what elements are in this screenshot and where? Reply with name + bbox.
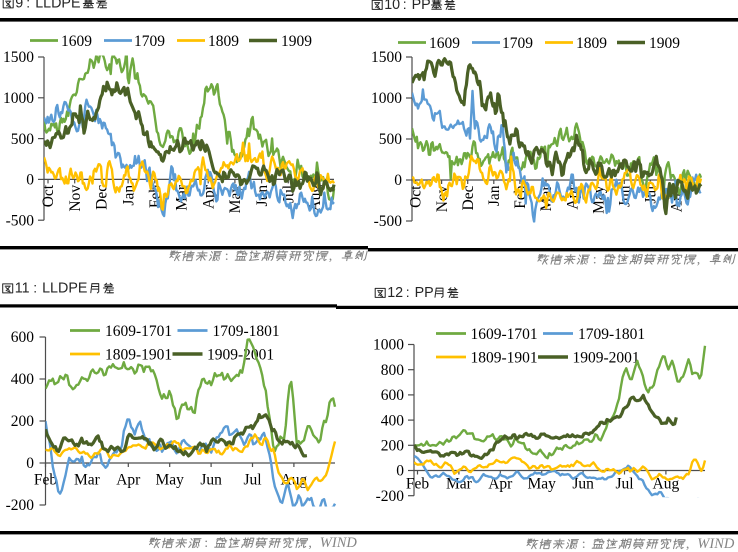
svg-text:-200: -200 bbox=[376, 488, 405, 505]
svg-text:PP: PP bbox=[412, 0, 431, 13]
svg-text:11: 11 bbox=[15, 280, 30, 296]
svg-text:500: 500 bbox=[379, 131, 403, 148]
svg-text:Oct: Oct bbox=[408, 185, 425, 208]
svg-text:10: 10 bbox=[384, 0, 400, 13]
svg-text:1709: 1709 bbox=[134, 33, 165, 50]
svg-text:-500: -500 bbox=[6, 212, 35, 229]
svg-text::: : bbox=[593, 252, 597, 268]
svg-text::: : bbox=[406, 284, 410, 300]
svg-text:WIND: WIND bbox=[697, 536, 735, 552]
svg-text:Jul: Jul bbox=[243, 472, 261, 489]
svg-text:1609: 1609 bbox=[61, 33, 92, 50]
svg-text:1500: 1500 bbox=[371, 49, 402, 66]
svg-text::: : bbox=[26, 0, 30, 10]
svg-text:WIND: WIND bbox=[320, 535, 358, 551]
svg-text:-500: -500 bbox=[374, 213, 403, 230]
svg-text:1709-1801: 1709-1801 bbox=[578, 326, 645, 343]
svg-text:1709: 1709 bbox=[502, 35, 533, 52]
svg-text:0: 0 bbox=[26, 172, 34, 189]
svg-text:,: , bbox=[686, 536, 690, 552]
svg-text:Dec: Dec bbox=[460, 185, 477, 210]
svg-text::: : bbox=[225, 248, 229, 264]
svg-text::: : bbox=[204, 535, 208, 551]
svg-text:0: 0 bbox=[26, 455, 34, 472]
svg-text:1609-1701: 1609-1701 bbox=[105, 323, 172, 340]
svg-text:0: 0 bbox=[396, 463, 404, 480]
svg-text:-200: -200 bbox=[6, 497, 35, 514]
svg-text:Jun: Jun bbox=[572, 476, 594, 493]
svg-text:LLDPE: LLDPE bbox=[35, 0, 80, 11]
svg-text:Oct: Oct bbox=[40, 184, 57, 207]
svg-text:1809: 1809 bbox=[576, 35, 607, 52]
svg-text:600: 600 bbox=[11, 329, 35, 346]
svg-text:0: 0 bbox=[394, 172, 402, 189]
svg-text:Jan: Jan bbox=[486, 185, 503, 206]
svg-text:9: 9 bbox=[15, 0, 23, 11]
svg-text:,: , bbox=[329, 248, 333, 264]
svg-text::: : bbox=[403, 0, 407, 12]
svg-text:Nov: Nov bbox=[67, 185, 84, 212]
svg-text:,: , bbox=[697, 252, 701, 268]
svg-text:800: 800 bbox=[381, 362, 405, 379]
svg-text:1000: 1000 bbox=[371, 90, 402, 107]
svg-text:Mar: Mar bbox=[74, 472, 101, 489]
svg-text:1000: 1000 bbox=[3, 90, 34, 107]
svg-text:LLDPE: LLDPE bbox=[42, 280, 87, 296]
svg-text:400: 400 bbox=[11, 371, 35, 388]
svg-text:Jul: Jul bbox=[615, 476, 633, 493]
svg-text:1909: 1909 bbox=[281, 33, 312, 50]
svg-text:Dec: Dec bbox=[94, 185, 111, 210]
svg-text:Jun: Jun bbox=[200, 472, 222, 489]
svg-text:200: 200 bbox=[381, 438, 405, 455]
svg-text:1909-2001: 1909-2001 bbox=[207, 346, 274, 363]
svg-text:500: 500 bbox=[11, 131, 35, 148]
svg-text:May: May bbox=[155, 472, 184, 489]
svg-text:600: 600 bbox=[381, 387, 405, 404]
svg-text:Feb: Feb bbox=[406, 476, 430, 493]
svg-text:1709-1801: 1709-1801 bbox=[213, 323, 280, 340]
svg-text:Apr: Apr bbox=[116, 472, 141, 489]
svg-text:1609-1701: 1609-1701 bbox=[471, 326, 538, 343]
svg-text:Feb: Feb bbox=[34, 472, 58, 489]
svg-text:1000: 1000 bbox=[373, 337, 404, 354]
svg-text:May: May bbox=[590, 185, 607, 214]
svg-text:1809-1901: 1809-1901 bbox=[471, 349, 538, 366]
svg-text:Jun: Jun bbox=[254, 185, 271, 207]
svg-text::: : bbox=[33, 279, 37, 295]
svg-text:1500: 1500 bbox=[3, 49, 34, 66]
svg-text:1809-1901: 1809-1901 bbox=[105, 346, 172, 363]
svg-text:May: May bbox=[527, 476, 556, 493]
svg-text:PP: PP bbox=[415, 285, 434, 301]
svg-text:1909-2001: 1909-2001 bbox=[573, 349, 640, 366]
svg-text:1909: 1909 bbox=[649, 35, 680, 52]
svg-text:400: 400 bbox=[381, 412, 405, 429]
svg-text:1809: 1809 bbox=[208, 33, 239, 50]
svg-text:,: , bbox=[308, 535, 312, 551]
svg-text:12: 12 bbox=[387, 285, 403, 301]
svg-text:Jun: Jun bbox=[617, 185, 634, 207]
svg-text:200: 200 bbox=[11, 413, 35, 430]
svg-text::: : bbox=[582, 536, 586, 552]
svg-text:1609: 1609 bbox=[429, 35, 460, 52]
